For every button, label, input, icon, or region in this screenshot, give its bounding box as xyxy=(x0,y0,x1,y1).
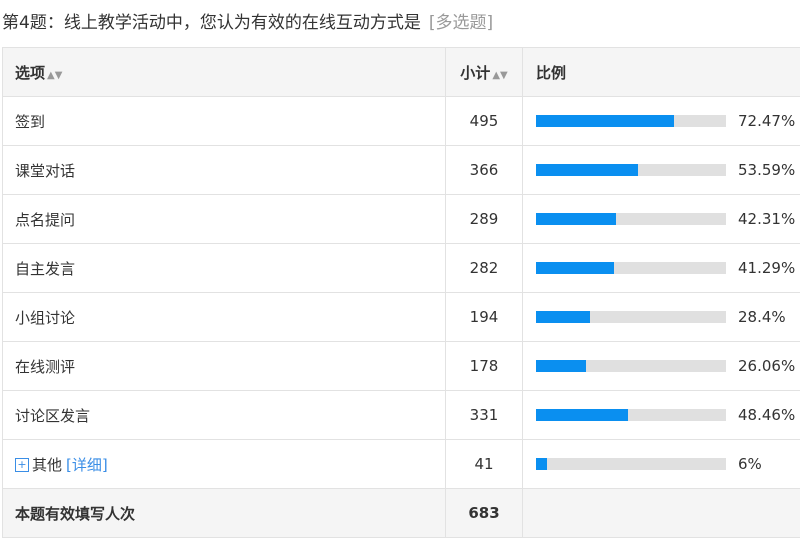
option-count: 495 xyxy=(446,97,523,146)
progress-bar xyxy=(536,115,726,127)
progress-fill xyxy=(536,458,547,470)
table-row: 讨论区发言 331 48.46% xyxy=(3,391,800,440)
option-label: 讨论区发言 xyxy=(3,391,446,440)
option-label: 其他 xyxy=(32,456,62,474)
detail-link[interactable]: [详细] xyxy=(66,456,108,474)
progress-bar xyxy=(536,164,726,176)
progress-fill xyxy=(536,213,616,225)
progress-bar xyxy=(536,213,726,225)
option-percent: 6% xyxy=(738,455,762,473)
footer-empty xyxy=(523,489,800,538)
option-count: 331 xyxy=(446,391,523,440)
option-count: 366 xyxy=(446,146,523,195)
option-count: 194 xyxy=(446,293,523,342)
option-label: 点名提问 xyxy=(3,195,446,244)
table-footer: 本题有效填写人次 683 xyxy=(3,489,800,538)
sort-icon[interactable]: ▲▼ xyxy=(47,70,62,81)
progress-bar xyxy=(536,409,726,421)
question-type-tag: [多选题] xyxy=(429,13,493,33)
table-row-other: +其他[详细] 41 6% xyxy=(3,440,800,489)
results-table: 选项▲▼ 小计▲▼ 比例 签到 495 72.47%课堂对话 366 53.59… xyxy=(2,47,800,538)
option-label: 在线测评 xyxy=(3,342,446,391)
plus-square-icon[interactable]: + xyxy=(15,458,29,472)
option-label: 自主发言 xyxy=(3,244,446,293)
progress-fill xyxy=(536,311,590,323)
option-label: 课堂对话 xyxy=(3,146,446,195)
option-percent: 28.4% xyxy=(738,308,786,326)
option-label: 签到 xyxy=(3,97,446,146)
progress-bar xyxy=(536,262,726,274)
header-ratio: 比例 xyxy=(523,48,800,97)
table-row: 小组讨论 194 28.4% xyxy=(3,293,800,342)
progress-fill xyxy=(536,360,586,372)
option-label: 小组讨论 xyxy=(3,293,446,342)
option-percent: 48.46% xyxy=(738,406,795,424)
option-percent: 72.47% xyxy=(738,112,795,130)
table-row: 点名提问 289 42.31% xyxy=(3,195,800,244)
table-row: 课堂对话 366 53.59% xyxy=(3,146,800,195)
option-count: 282 xyxy=(446,244,523,293)
progress-fill xyxy=(536,262,614,274)
table-row: 签到 495 72.47% xyxy=(3,97,800,146)
table-row: 在线测评 178 26.06% xyxy=(3,342,800,391)
progress-bar xyxy=(536,311,726,323)
progress-bar xyxy=(536,360,726,372)
progress-bar xyxy=(536,458,726,470)
table-header: 选项▲▼ 小计▲▼ 比例 xyxy=(3,48,800,97)
option-percent: 26.06% xyxy=(738,357,795,375)
option-percent: 41.29% xyxy=(738,259,795,277)
option-percent: 42.31% xyxy=(738,210,795,228)
progress-fill xyxy=(536,164,638,176)
question-text: 第4题：线上教学活动中，您认为有效的在线互动方式是 xyxy=(2,13,421,33)
question-title: 第4题：线上教学活动中，您认为有效的在线互动方式是 [多选题] xyxy=(2,8,493,33)
header-option-label: 选项 xyxy=(15,64,45,82)
sort-icon[interactable]: ▲▼ xyxy=(492,70,507,81)
progress-fill xyxy=(536,115,674,127)
footer-count: 683 xyxy=(446,489,523,538)
header-count-label: 小计 xyxy=(460,64,490,82)
option-percent: 53.59% xyxy=(738,161,795,179)
progress-fill xyxy=(536,409,628,421)
option-count: 178 xyxy=(446,342,523,391)
footer-label: 本题有效填写人次 xyxy=(3,489,446,538)
option-count: 289 xyxy=(446,195,523,244)
header-count[interactable]: 小计▲▼ xyxy=(446,48,523,97)
option-count: 41 xyxy=(446,440,523,489)
table-row: 自主发言 282 41.29% xyxy=(3,244,800,293)
header-option[interactable]: 选项▲▼ xyxy=(3,48,446,97)
